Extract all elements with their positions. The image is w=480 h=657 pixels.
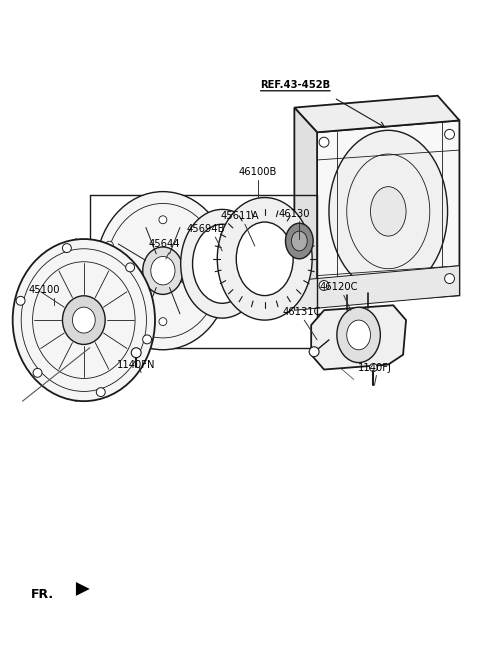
Text: 45644: 45644 xyxy=(148,239,180,249)
Circle shape xyxy=(106,292,113,300)
Ellipse shape xyxy=(371,187,406,236)
Polygon shape xyxy=(317,120,459,306)
Text: 1140FJ: 1140FJ xyxy=(358,363,391,373)
Ellipse shape xyxy=(71,239,81,401)
Circle shape xyxy=(444,274,455,284)
Ellipse shape xyxy=(236,222,293,296)
Circle shape xyxy=(370,363,377,371)
Polygon shape xyxy=(76,582,90,596)
Ellipse shape xyxy=(347,320,371,350)
Polygon shape xyxy=(294,96,459,132)
Polygon shape xyxy=(311,306,406,369)
Text: 46131C: 46131C xyxy=(283,307,322,317)
Ellipse shape xyxy=(151,256,175,285)
Ellipse shape xyxy=(96,192,230,350)
Circle shape xyxy=(96,388,105,397)
Ellipse shape xyxy=(62,296,105,344)
Ellipse shape xyxy=(291,231,307,251)
Text: FR.: FR. xyxy=(30,589,54,601)
Ellipse shape xyxy=(180,210,264,318)
Text: 45611A: 45611A xyxy=(221,212,259,221)
Ellipse shape xyxy=(329,130,447,292)
Ellipse shape xyxy=(286,223,313,259)
Text: 45694B: 45694B xyxy=(186,224,225,234)
Text: 46130: 46130 xyxy=(278,210,310,219)
Ellipse shape xyxy=(143,247,183,294)
Circle shape xyxy=(143,335,152,344)
Circle shape xyxy=(126,263,134,272)
Ellipse shape xyxy=(12,239,155,401)
Circle shape xyxy=(159,215,167,223)
Ellipse shape xyxy=(217,198,312,320)
Circle shape xyxy=(62,244,72,252)
Circle shape xyxy=(319,137,329,147)
Circle shape xyxy=(33,369,42,377)
Text: 46100B: 46100B xyxy=(239,167,277,177)
Polygon shape xyxy=(294,265,459,310)
Circle shape xyxy=(16,296,25,306)
Ellipse shape xyxy=(192,224,252,304)
Ellipse shape xyxy=(72,307,95,333)
Circle shape xyxy=(213,292,220,300)
Text: 46120C: 46120C xyxy=(320,283,358,292)
Circle shape xyxy=(131,348,141,357)
Circle shape xyxy=(106,241,113,249)
Text: REF.43-452B: REF.43-452B xyxy=(260,80,330,90)
Circle shape xyxy=(444,129,455,139)
Circle shape xyxy=(319,281,329,290)
Text: 1140FN: 1140FN xyxy=(117,359,156,370)
Circle shape xyxy=(159,317,167,326)
Ellipse shape xyxy=(337,307,380,363)
Polygon shape xyxy=(294,108,317,306)
Text: 45100: 45100 xyxy=(28,285,60,296)
Circle shape xyxy=(213,241,220,249)
Circle shape xyxy=(309,347,319,357)
